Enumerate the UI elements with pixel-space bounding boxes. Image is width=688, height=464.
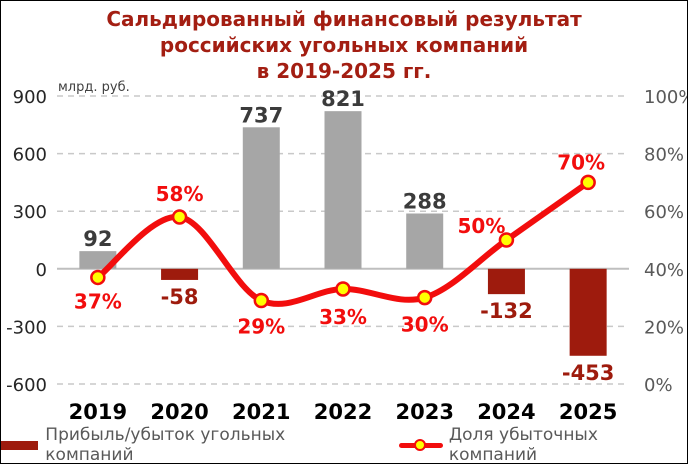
- year-label-2022: 2022: [314, 400, 372, 424]
- percent-label: 29%: [237, 314, 285, 338]
- year-label-2024: 2024: [477, 400, 535, 424]
- line-marker: [498, 232, 515, 248]
- right-axis-tick: 40%: [644, 260, 684, 281]
- right-axis-tick: 0%: [644, 375, 673, 396]
- bar-value-label: 737: [239, 103, 283, 127]
- bar-2024: [487, 268, 525, 295]
- left-axis-tick: -600: [6, 375, 47, 396]
- bar-value-label: -58: [161, 285, 199, 309]
- bar-value-label: 821: [321, 87, 365, 111]
- percent-label: 58%: [156, 182, 204, 206]
- line-marker: [335, 281, 351, 297]
- bar-2019: [79, 251, 117, 269]
- left-axis-tick: 300: [13, 202, 47, 223]
- percent-label: 30%: [401, 313, 449, 337]
- right-axis-tick: 80%: [644, 145, 684, 166]
- left-axis-tick: 900: [13, 87, 47, 108]
- left-axis-tick: 600: [13, 145, 47, 166]
- year-label-2019: 2019: [69, 400, 127, 424]
- left-axis-tick: -300: [6, 317, 47, 338]
- chart-title: Сальдированный финансовый результат росс…: [1, 6, 687, 84]
- bar-value-label: -453: [562, 361, 615, 385]
- percent-label: 50%: [457, 214, 505, 238]
- line-marker-swatch-icon: [398, 438, 443, 452]
- line-marker: [253, 292, 270, 309]
- bar-2023: [406, 213, 444, 269]
- chart-title-line-3: в 2019-2025 гг.: [256, 59, 432, 83]
- left-axis-unit: млрд. руб.: [58, 80, 130, 95]
- year-label-2025: 2025: [559, 400, 617, 424]
- chart-title-line-1: Сальдированный финансовый результат: [106, 7, 582, 31]
- bar-2021: [242, 127, 280, 269]
- bar-value-label: 288: [403, 190, 447, 214]
- percent-label: 33%: [319, 305, 367, 329]
- legend-label-share-unprofitable: Доля убыточных компаний: [448, 425, 598, 464]
- line-marker: [90, 269, 106, 286]
- percent-label: 37%: [74, 289, 122, 313]
- right-axis-tick: 20%: [644, 317, 684, 338]
- year-label-2023: 2023: [395, 400, 453, 424]
- legend-item-share-unprofitable: Доля убыточных компаний: [398, 425, 687, 464]
- bar-value-label: -132: [480, 299, 533, 323]
- left-axis-tick: 0: [36, 260, 47, 281]
- chart-title-line-2: российских угольных компаний: [159, 33, 529, 57]
- year-label-2021: 2021: [232, 400, 290, 424]
- right-axis-tick: 60%: [644, 202, 684, 223]
- bar-value-label: 92: [83, 227, 112, 251]
- bar-swatch-icon: [1, 440, 39, 450]
- line-marker: [171, 209, 188, 225]
- legend-item-profit-loss: Прибыль/убыток угольных компаний: [1, 425, 373, 464]
- line-marker: [580, 174, 596, 191]
- bar-2020: [161, 268, 199, 280]
- bar-2025: [569, 268, 607, 356]
- legend-label-profit-loss: Прибыль/убыток угольных компаний: [45, 425, 286, 464]
- year-label-2020: 2020: [150, 400, 208, 424]
- bar-2022: [324, 111, 362, 269]
- chart-legend: Прибыль/убыток угольных компаний Доля уб…: [1, 425, 687, 463]
- percent-label: 70%: [557, 150, 605, 174]
- chart-canvas: 900 100% 600 80% 300 60% 0 40% -300 20% -600 0% млрд…: [6, 80, 687, 424]
- right-axis-tick: 100%: [644, 87, 687, 108]
- line-marker: [416, 289, 433, 306]
